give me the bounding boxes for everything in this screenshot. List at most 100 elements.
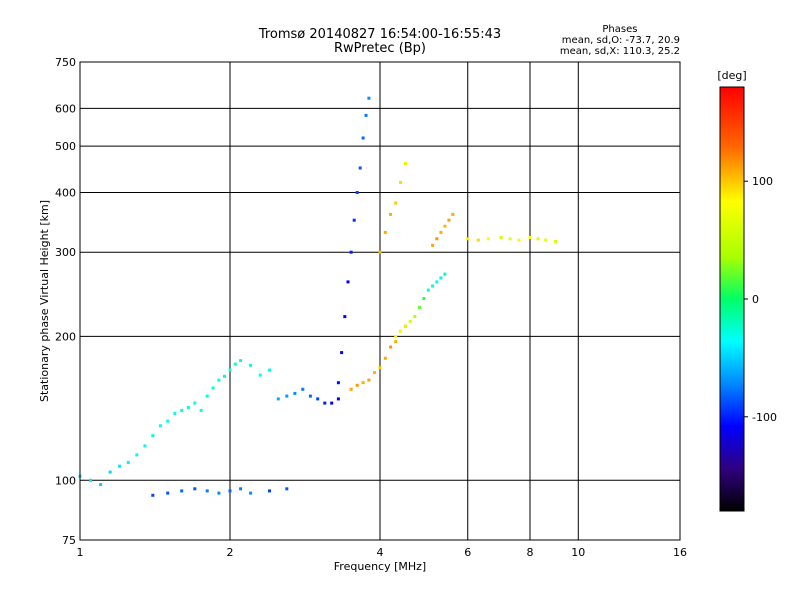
- data-point: [355, 191, 359, 194]
- x-tick-label: 8: [527, 546, 534, 559]
- colorbar: [deg] 100 0 -100: [717, 69, 777, 512]
- data-point: [435, 280, 439, 284]
- data-point: [228, 489, 232, 493]
- data-point: [404, 162, 407, 165]
- data-point: [435, 237, 439, 241]
- data-point: [367, 96, 371, 100]
- data-point: [330, 401, 334, 405]
- data-point: [293, 391, 297, 395]
- data-point: [499, 236, 503, 239]
- data-point: [285, 487, 289, 491]
- data-point: [466, 237, 470, 241]
- data-point: [336, 397, 340, 401]
- x-tick-label: 10: [571, 546, 585, 559]
- data-point: [399, 180, 403, 184]
- data-point: [355, 383, 359, 387]
- data-point: [151, 493, 155, 497]
- data-point: [439, 230, 443, 234]
- data-point: [394, 201, 398, 205]
- data-point: [361, 136, 365, 140]
- data-point: [180, 489, 184, 493]
- data-point: [217, 378, 221, 382]
- x-tick-label: 1: [77, 546, 84, 559]
- colorbar-tick-label: 100: [752, 175, 773, 188]
- data-point: [361, 381, 365, 385]
- data-point: [205, 489, 209, 493]
- data-point: [373, 371, 376, 375]
- data-point: [268, 489, 271, 493]
- data-point: [486, 237, 490, 241]
- data-point: [418, 305, 421, 309]
- data-point: [151, 434, 155, 438]
- data-point: [508, 237, 512, 241]
- data-point: [349, 250, 353, 254]
- data-point: [108, 470, 112, 474]
- data-point: [399, 329, 403, 333]
- data-point: [180, 408, 184, 412]
- phase-stats: Phases mean, sd,O: -73.7, 20.9 mean, sd,…: [560, 24, 680, 57]
- data-point: [352, 218, 356, 222]
- data-point: [199, 408, 203, 412]
- data-point: [340, 351, 344, 355]
- data-point: [343, 315, 347, 319]
- phase-stats-x: mean, sd,X: 110.3, 25.2: [559, 46, 680, 57]
- y-tick-label: 400: [55, 186, 76, 199]
- data-point: [389, 212, 393, 216]
- data-point: [99, 483, 103, 486]
- data-point: [536, 237, 540, 241]
- data-point: [431, 284, 435, 288]
- y-tick-label: 750: [55, 56, 76, 69]
- data-point: [249, 363, 253, 367]
- data-point: [378, 250, 382, 254]
- data-point: [413, 315, 417, 319]
- plot-frame: [79, 61, 681, 541]
- data-point: [173, 411, 177, 415]
- data-point: [228, 368, 232, 372]
- data-point: [186, 406, 190, 409]
- data-point: [336, 381, 340, 385]
- data-point: [126, 460, 130, 464]
- data-point: [135, 453, 139, 457]
- data-point: [193, 487, 197, 491]
- data-point: [431, 243, 435, 247]
- colorbar-label: [deg]: [717, 69, 746, 82]
- data-point: [285, 394, 289, 398]
- colorbar-gradient: [719, 86, 745, 512]
- data-point: [358, 166, 362, 170]
- data-point: [451, 212, 455, 216]
- x-axis-label: Frequency [MHz]: [334, 560, 426, 573]
- data-point: [443, 224, 447, 228]
- chart-title: Tromsø 20140827 16:54:00-16:55:43: [258, 27, 502, 42]
- data-point: [544, 238, 548, 242]
- data-point: [394, 340, 398, 344]
- data-point: [239, 487, 243, 491]
- y-tick-label: 75: [62, 534, 76, 547]
- data-point: [217, 491, 221, 495]
- x-tick-label: 2: [227, 546, 234, 559]
- data-point: [223, 374, 226, 378]
- data-point: [439, 276, 443, 280]
- grid-lines: [80, 62, 680, 540]
- data-point: [517, 238, 521, 242]
- data-point: [323, 401, 327, 405]
- data-point: [308, 394, 312, 398]
- axes: 1 2 4 6 8 10 16 75 100 200 300 400 500 600 750 Frequenc…: [38, 56, 687, 573]
- data-point: [346, 280, 350, 284]
- data-point: [476, 238, 480, 242]
- data-point: [422, 297, 426, 300]
- data-point: [118, 464, 121, 468]
- y-tick-label: 500: [55, 140, 76, 153]
- colorbar-tick-label: -100: [752, 411, 777, 424]
- data-point: [383, 230, 387, 234]
- y-tick-label: 300: [55, 246, 76, 259]
- data-point: [408, 319, 412, 323]
- data-point: [528, 236, 532, 239]
- data-point: [426, 288, 430, 292]
- data-point: [268, 368, 271, 372]
- data-point: [447, 218, 451, 222]
- data-point: [239, 359, 243, 363]
- data-point: [364, 113, 368, 117]
- data-point: [394, 334, 398, 338]
- data-point: [404, 324, 407, 328]
